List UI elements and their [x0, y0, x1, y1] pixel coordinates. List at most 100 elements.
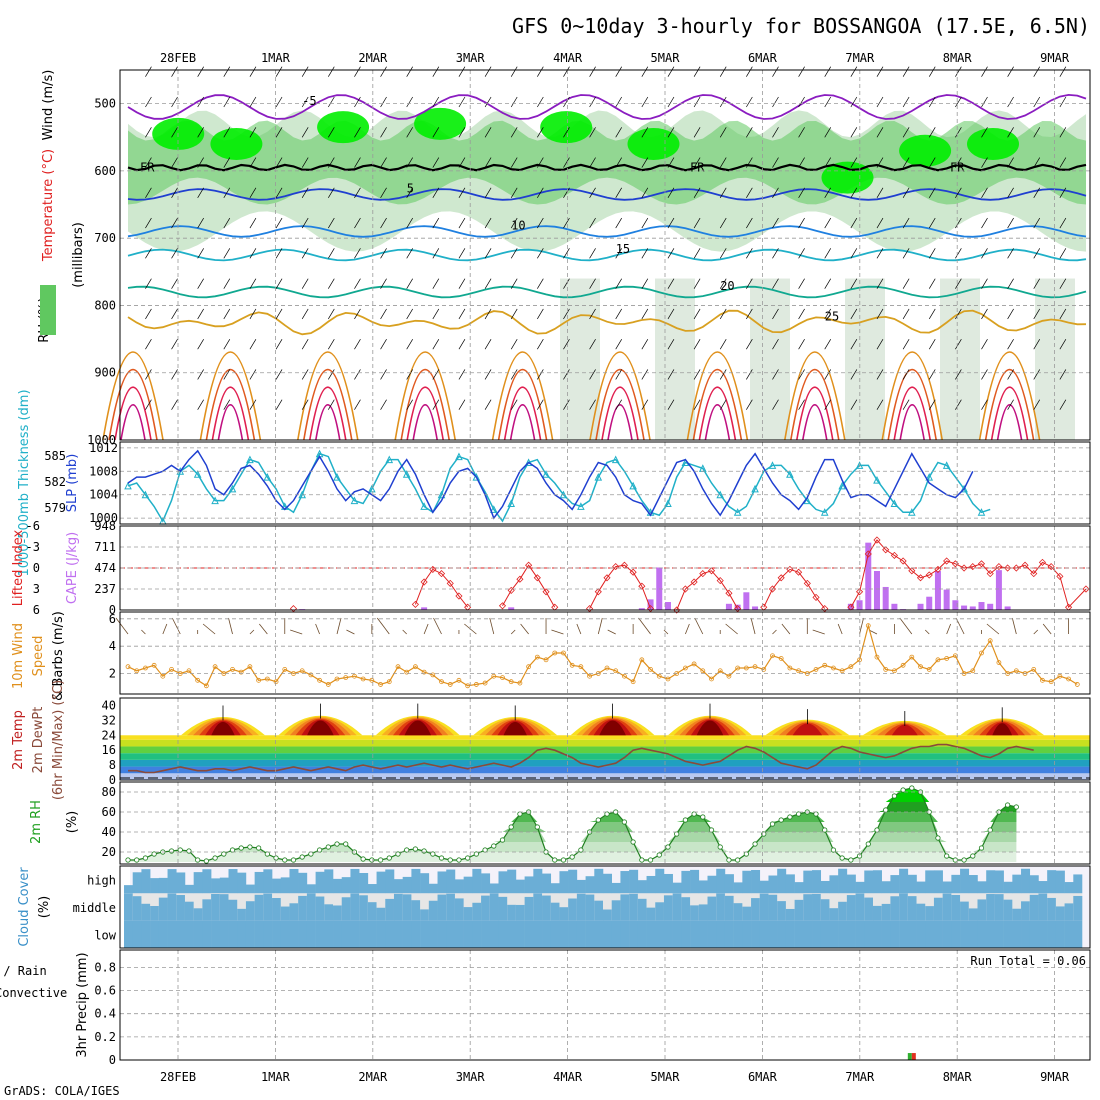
cloud-low-bar	[594, 920, 604, 948]
wind-barb	[328, 127, 335, 138]
cape-bar	[926, 596, 933, 610]
cape-bar	[638, 608, 645, 610]
cloud-low-bar	[324, 920, 334, 948]
wind-barb	[197, 127, 204, 138]
wind10-barb	[1042, 623, 1052, 635]
warm-contour	[303, 369, 353, 441]
cloud-high-bar	[559, 871, 569, 894]
wind10-barb	[489, 617, 495, 635]
cloud-middle-bg	[1012, 893, 1022, 921]
cloud-low-bar	[272, 920, 282, 948]
cloud-middle-bar	[663, 895, 673, 921]
wind-barb	[667, 369, 675, 380]
cloud-high-bar	[167, 869, 177, 894]
wind-barb	[772, 157, 779, 168]
wind-barb	[563, 127, 570, 138]
li-marker	[455, 592, 463, 600]
rh2m-marker	[839, 855, 845, 861]
warm-contour	[686, 351, 749, 441]
li-marker	[629, 568, 637, 576]
cloud-low-bar	[315, 920, 325, 948]
cloud-high-bar	[733, 882, 743, 894]
wind-barb	[249, 187, 257, 198]
cloud-low-bar	[1029, 920, 1039, 948]
warm-contour	[893, 386, 931, 441]
wind10-barb	[772, 629, 777, 635]
wind-barb	[772, 248, 779, 259]
cloud-low-bar	[838, 920, 848, 948]
wind-barb	[563, 96, 570, 108]
cloud-low-bar	[785, 920, 795, 948]
li-marker	[768, 585, 777, 593]
cloud-middle-bar	[132, 896, 142, 921]
warm-contour	[899, 404, 925, 441]
wind-barb	[1059, 339, 1067, 350]
cloud-low-bar	[742, 920, 752, 948]
wind10-marker	[517, 680, 523, 686]
cloud-middle-bar	[690, 905, 700, 921]
wind10-marker	[787, 665, 793, 671]
cloud-high-bar	[437, 871, 447, 894]
wind-barb	[563, 66, 570, 77]
rh2m-unit-label: (%)	[65, 811, 80, 834]
wind-barb	[354, 248, 361, 259]
cloud-middle-bar	[785, 908, 795, 921]
wind-barb	[432, 339, 440, 350]
warm-contour	[990, 386, 1029, 441]
cloud-high-bar	[481, 873, 491, 894]
wind-barb	[876, 217, 884, 229]
cloud-middle-bar	[420, 909, 430, 921]
temp-peak-band	[992, 723, 1013, 736]
cloud-high-bar	[611, 882, 621, 894]
wind-barb	[484, 399, 492, 410]
wind-barb	[981, 217, 988, 229]
wind-barb	[615, 157, 623, 168]
wind-barb	[275, 248, 283, 259]
rh2m-tick-label: 80	[102, 785, 116, 799]
rh2m-marker	[438, 855, 445, 861]
thickness-marker	[594, 473, 603, 481]
li-marker	[977, 560, 986, 568]
pressure-tick-label: 600	[94, 164, 116, 178]
rh2m-marker	[795, 811, 802, 817]
cloud-low-bar	[428, 920, 438, 948]
cloud-middle-bar	[637, 898, 647, 921]
wind-barb	[641, 339, 649, 350]
rh2m-marker	[395, 851, 401, 857]
slp-tick-label: 1012	[89, 441, 118, 455]
cloud-middle-bar	[463, 907, 473, 921]
wind10-axis-label: 10m Wind	[11, 623, 26, 689]
warm-contour	[120, 404, 146, 441]
temperature-axis-label: Temperature (°C)	[41, 149, 56, 262]
wind-barb	[693, 217, 701, 229]
wind-barb	[1007, 127, 1014, 138]
rh-legend-swatch	[40, 285, 56, 335]
li-marker	[542, 588, 550, 596]
cloud-low-bar	[289, 920, 299, 948]
rh2m-marker	[168, 848, 175, 854]
cloud-middle-bar	[359, 895, 369, 921]
cloud-low-bar	[1021, 920, 1031, 948]
wind-barb	[328, 339, 335, 350]
li-marker	[1004, 564, 1012, 572]
wind-barb	[667, 127, 675, 138]
wind-barb	[798, 187, 805, 198]
wind-barb	[719, 96, 727, 108]
wind10-barb	[433, 617, 442, 635]
cloud-high-bar	[960, 868, 970, 894]
wind-barb	[641, 187, 649, 198]
warm-contour	[199, 351, 262, 441]
cloud-high-bar	[472, 868, 482, 894]
wind10-marker	[892, 668, 897, 674]
wind10-marker	[473, 682, 479, 687]
wind-barb	[589, 66, 596, 77]
cloud-middle-bar	[333, 905, 343, 921]
cloud-high-bar	[324, 869, 334, 894]
cape-bar	[508, 607, 515, 610]
wind10-tick-label: 4	[109, 639, 116, 653]
rh2m-marker	[308, 851, 314, 857]
cloud-low-bar	[550, 920, 560, 948]
rh2m-marker	[369, 857, 375, 863]
cape-tick-label: 237	[94, 582, 116, 596]
thickness-marker	[542, 470, 550, 478]
